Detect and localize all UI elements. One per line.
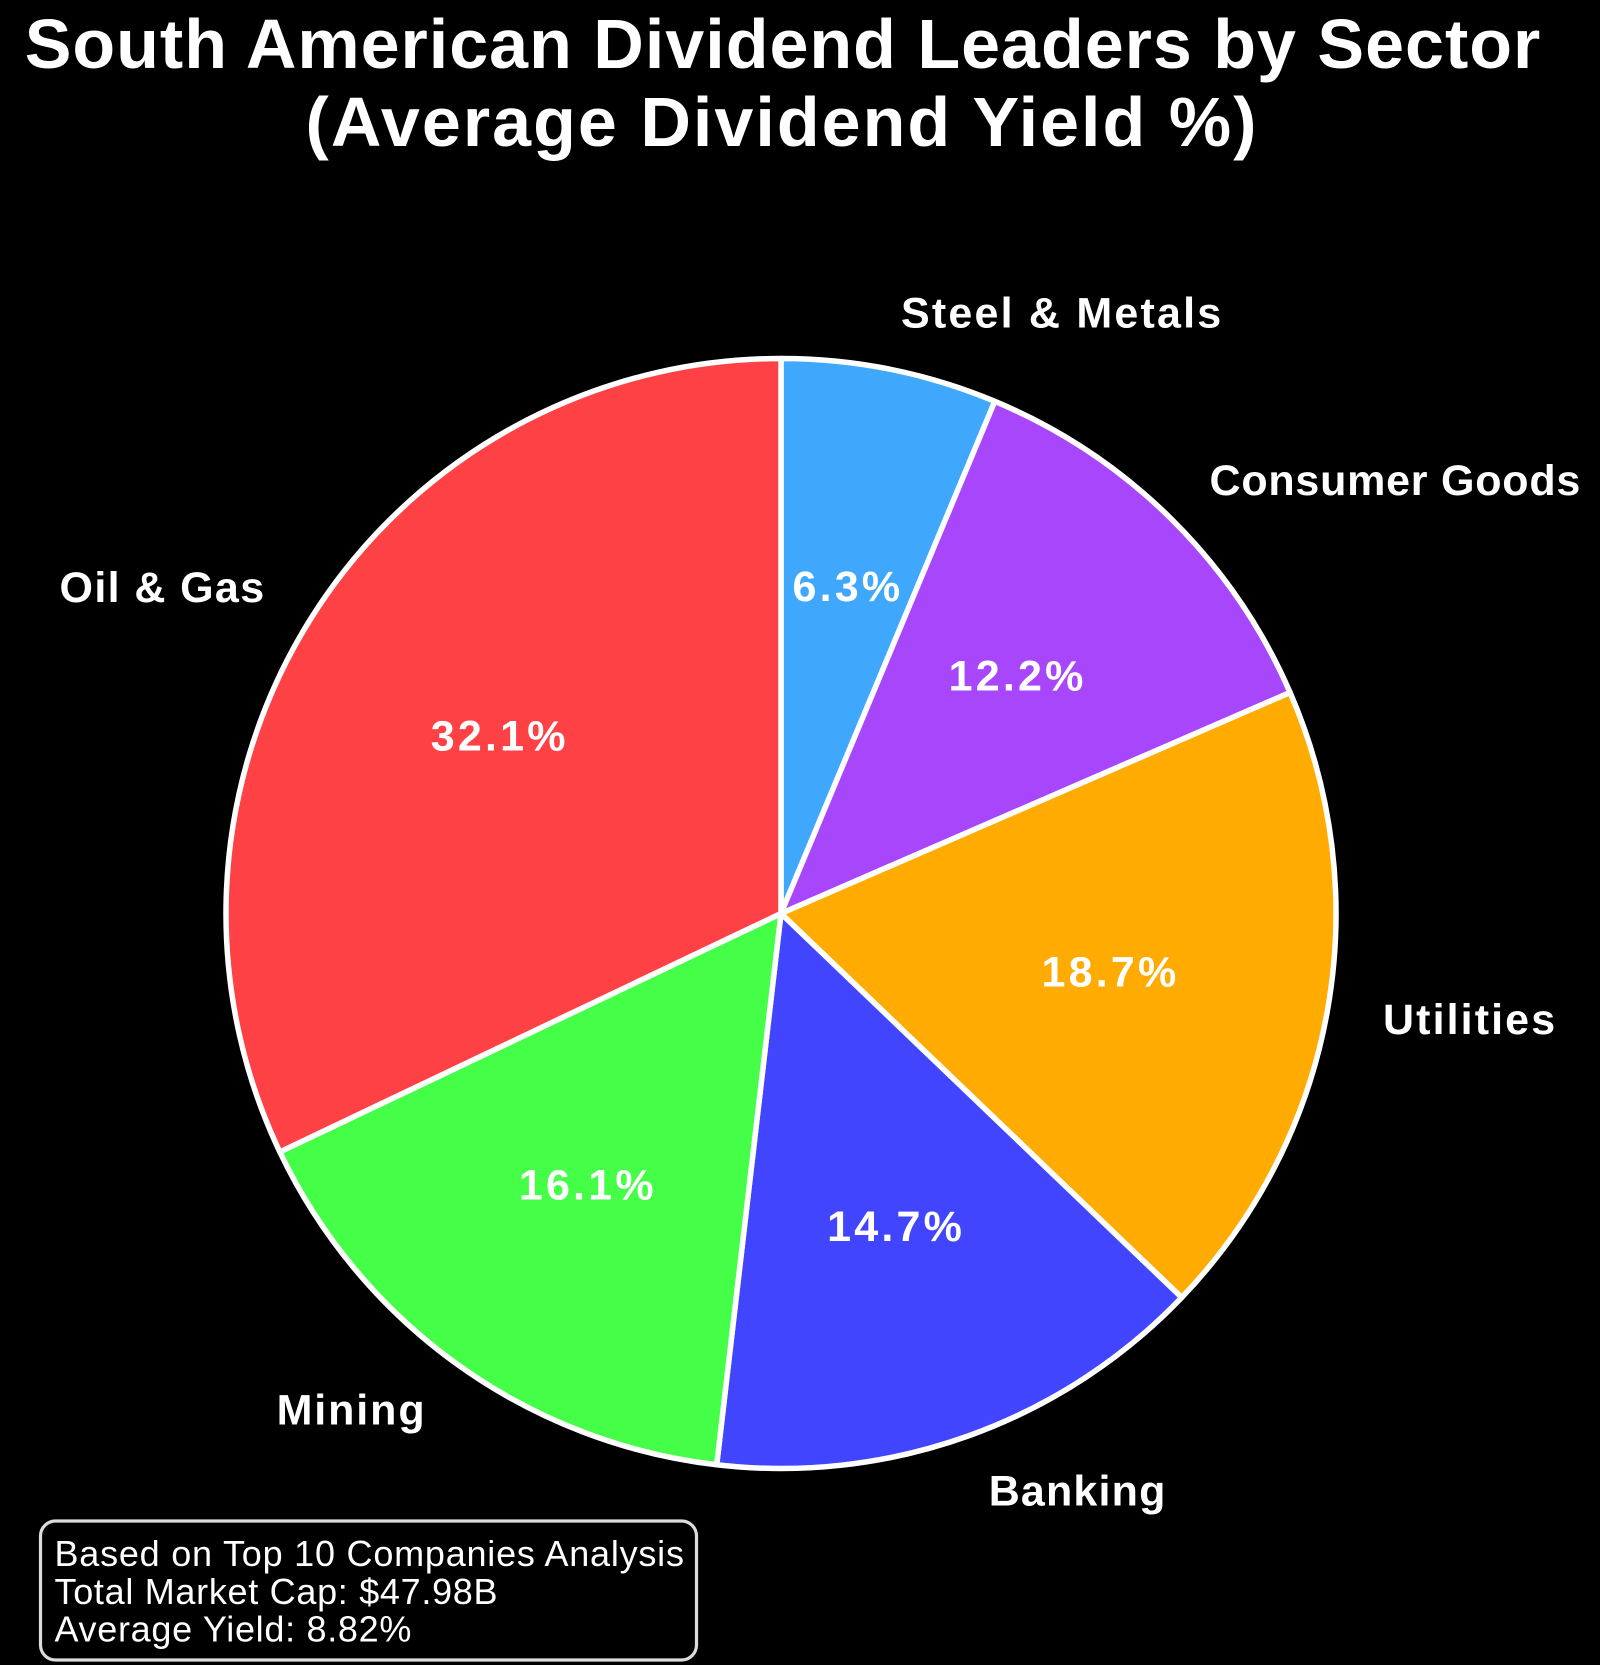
- svg-text:16.1%: 16.1%: [519, 1162, 657, 1210]
- svg-text:Banking: Banking: [989, 1468, 1167, 1516]
- svg-text:6.3%: 6.3%: [792, 563, 903, 611]
- svg-text:Consumer Goods: Consumer Goods: [1210, 457, 1582, 505]
- svg-text:18.7%: 18.7%: [1042, 948, 1180, 996]
- svg-text:32.1%: 32.1%: [431, 712, 569, 760]
- svg-text:Average Yield: 8.82%: Average Yield: 8.82%: [55, 1608, 413, 1649]
- svg-text:Oil & Gas: Oil & Gas: [60, 564, 266, 612]
- svg-text:Utilities: Utilities: [1383, 996, 1557, 1044]
- svg-text:South American Dividend Leader: South American Dividend Leaders by Secto…: [25, 5, 1542, 83]
- svg-text:Based on Top 10 Companies Anal: Based on Top 10 Companies Analysis: [55, 1533, 685, 1574]
- svg-text:Steel & Metals: Steel & Metals: [901, 290, 1223, 338]
- svg-text:Total Market Cap: $47.98B: Total Market Cap: $47.98B: [55, 1571, 499, 1612]
- svg-text:12.2%: 12.2%: [949, 653, 1087, 701]
- svg-text:(Average Dividend Yield %): (Average Dividend Yield %): [306, 83, 1259, 161]
- svg-text:14.7%: 14.7%: [827, 1203, 965, 1251]
- svg-text:Mining: Mining: [277, 1387, 427, 1435]
